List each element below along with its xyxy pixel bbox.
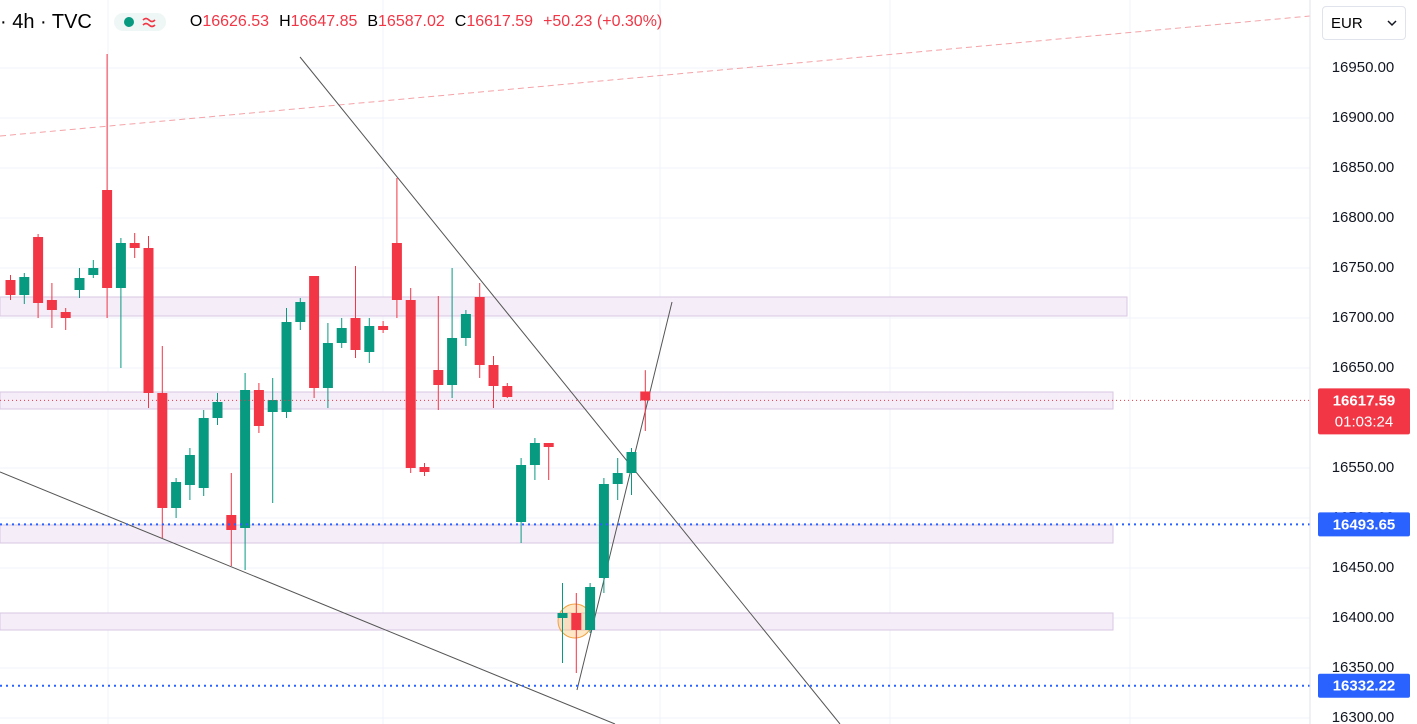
level-tag-label: 16493.65 (1333, 516, 1396, 533)
currency-label: EUR (1331, 14, 1363, 32)
y-tick-label: 16450.00 (1332, 559, 1395, 576)
candle-body (33, 237, 44, 303)
y-tick-label: 16850.00 (1332, 159, 1395, 176)
candle-body (557, 613, 568, 618)
zone (0, 524, 1114, 544)
candle-body (419, 467, 430, 472)
candle-body (281, 322, 292, 412)
candle-body (640, 391, 651, 401)
status-dot (123, 17, 134, 27)
y-tick-label: 16650.00 (1332, 359, 1395, 376)
chevron (1387, 20, 1397, 27)
candle-body (378, 326, 389, 330)
candle-body (88, 268, 99, 275)
candle-body (474, 297, 485, 365)
zone (0, 612, 1114, 631)
level-tag (1318, 512, 1410, 537)
candle-body (585, 587, 596, 630)
trend-line (576, 301, 673, 691)
zone (0, 296, 1128, 317)
candle-body (171, 482, 182, 508)
candle-body (447, 338, 458, 385)
candle-body (115, 243, 126, 288)
y-tick-label: 16750.00 (1332, 259, 1395, 276)
approx-icon (142, 17, 156, 28)
candle-body (129, 243, 140, 248)
y-tick-label: 16700.00 (1332, 309, 1395, 326)
candle-body (598, 484, 609, 578)
candle-body (433, 370, 444, 385)
h-value: 16647.85 (290, 13, 358, 30)
candle-body (46, 300, 57, 310)
countdown-label: 01:03:24 (1335, 413, 1393, 430)
candle-body (626, 452, 637, 473)
candle-body (488, 365, 499, 386)
candle-body (5, 280, 16, 295)
level-tag-label: 16332.22 (1333, 678, 1396, 695)
drawings (0, 15, 1311, 724)
y-tick-label: 16950.00 (1332, 59, 1395, 76)
candle-body (529, 443, 540, 465)
candle-body (364, 326, 375, 352)
candle-body (184, 455, 195, 485)
candle-body (267, 400, 278, 412)
candle-body (322, 343, 333, 388)
b-label: B (367, 13, 379, 30)
candle-body (157, 393, 168, 508)
trend-line (0, 471, 616, 724)
candle-body (74, 278, 85, 290)
candle-body (336, 328, 347, 343)
status-pill[interactable] (113, 13, 166, 31)
y-tick-label: 16300.00 (1332, 709, 1395, 724)
candle-body (543, 443, 554, 447)
candle-body (212, 402, 223, 418)
candle-body (253, 390, 264, 426)
symbol-title: · 4h · TVC (0, 10, 92, 33)
b-value: 16587.02 (378, 13, 445, 30)
candle-body (516, 465, 527, 522)
change: +50.23 (+0.30%) (543, 13, 663, 30)
y-tick-label: 16350.00 (1332, 659, 1395, 676)
candle-body (198, 418, 209, 488)
candle-body (60, 312, 71, 318)
candle-body (502, 386, 513, 397)
y-tick-label: 16550.00 (1332, 459, 1395, 476)
candle-body (350, 318, 361, 350)
o-label: O (189, 13, 203, 30)
legend-bar: · 4h · TVC O 16626.53 H 16647.85 B 16587.02… (0, 8, 662, 36)
candle-body (295, 302, 306, 322)
candle-body (612, 473, 623, 484)
grid (107, 0, 1131, 724)
currency-dropdown[interactable]: EUR (1322, 6, 1406, 40)
candle-body (102, 190, 113, 288)
y-tick-label: 16800.00 (1332, 209, 1395, 226)
level-tag (1318, 673, 1410, 698)
candle-body (240, 390, 251, 528)
candle-body (460, 314, 471, 338)
candle-body (143, 248, 154, 393)
candle-body (391, 243, 402, 300)
candle-body (226, 515, 237, 530)
price-tag (1318, 388, 1410, 435)
c-label: C (454, 13, 467, 30)
h-label: H (279, 13, 291, 30)
y-tick-label: 16400.00 (1332, 609, 1395, 626)
y-tick-label: 16900.00 (1332, 109, 1395, 126)
candle-body (309, 276, 320, 388)
price-tag-label: 16617.59 (1333, 392, 1396, 409)
c-value: 16617.59 (466, 13, 534, 30)
candle-body (19, 277, 30, 295)
candle-body (571, 613, 582, 630)
candle-body (405, 300, 416, 468)
o-value: 16626.53 (202, 13, 270, 30)
trend-line (299, 56, 841, 724)
